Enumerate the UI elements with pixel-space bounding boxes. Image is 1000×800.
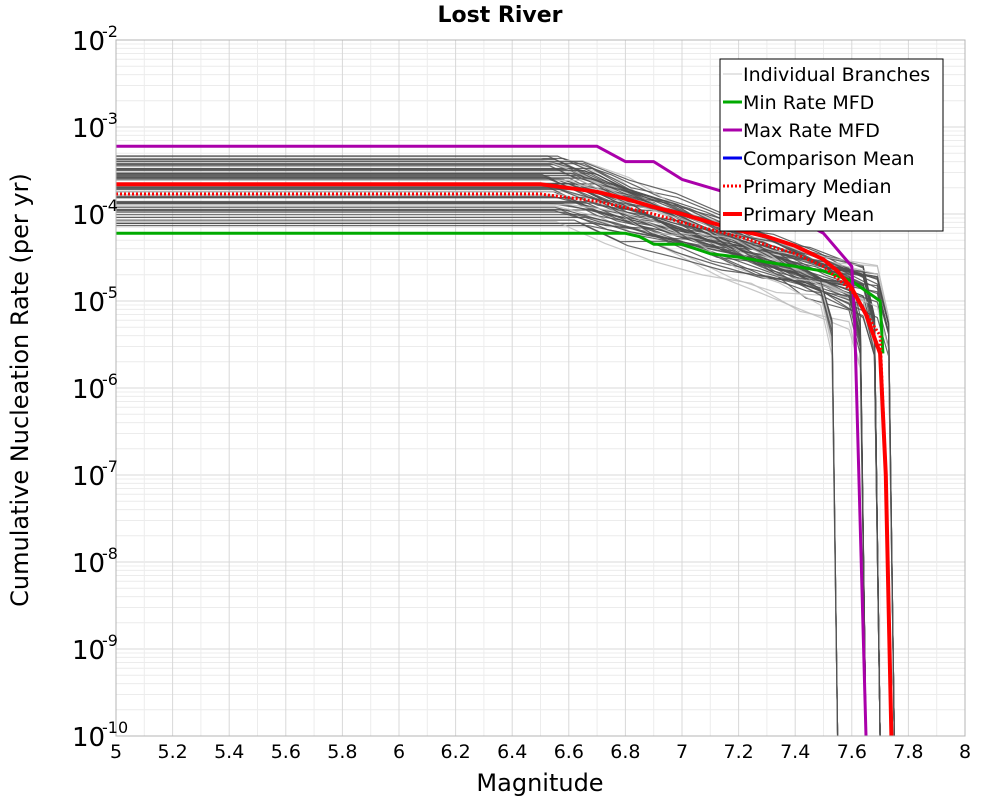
y-tick-label: 10-10	[72, 718, 128, 753]
series-line-min-rate-mfd	[116, 231, 885, 354]
x-tick-label: 6.8	[610, 741, 640, 763]
x-tick-label: 6.6	[554, 741, 584, 763]
y-tick-exponent: -8	[102, 544, 118, 563]
x-tick-label: 6.2	[440, 741, 470, 763]
branch-line	[116, 186, 839, 737]
y-tick-exponent: -9	[102, 631, 118, 650]
legend-label: Min Rate MFD	[743, 92, 874, 114]
y-axis-label: Cumulative Nucleation Rate (per yr)	[6, 173, 34, 607]
y-tick-exponent: -5	[102, 283, 118, 302]
legend-box	[719, 58, 944, 232]
y-tick-exponent: -10	[102, 718, 128, 737]
series-line-primary-median	[116, 192, 893, 737]
legend-label: Primary Median	[743, 176, 892, 198]
x-tick-label: 5.6	[271, 741, 301, 763]
y-tick-base: 10	[72, 114, 105, 144]
y-tick-exponent: -3	[102, 109, 118, 128]
x-tick-label: 7	[676, 741, 688, 763]
y-tick-label: 10-3	[72, 109, 118, 144]
y-tick-exponent: -7	[102, 457, 118, 476]
y-tick-labels: 10-210-310-410-510-610-710-810-910-10	[72, 22, 128, 753]
x-tick-label: 5.4	[214, 741, 244, 763]
y-tick-base: 10	[72, 201, 105, 231]
legend-label: Individual Branches	[743, 64, 930, 86]
x-tick-label: 7.4	[780, 741, 810, 763]
branch-line	[116, 183, 895, 737]
x-tick-label: 5.2	[157, 741, 187, 763]
legend-label: Primary Mean	[743, 204, 874, 226]
y-tick-label: 10-4	[72, 196, 118, 231]
chart-title: Lost River	[438, 3, 563, 28]
y-tick-base: 10	[72, 723, 105, 753]
y-tick-exponent: -6	[102, 370, 118, 389]
legend-label: Max Rate MFD	[743, 120, 880, 142]
x-tick-labels: 5 5.2 5.4 5.6 5.8 6 6.2 6.4 6.6 6.8 7 7.2 7.4 7.6 7.8 8	[110, 741, 971, 763]
x-tick-label: 7.2	[723, 741, 753, 763]
y-tick-label: 10-2	[72, 22, 118, 57]
series-lines	[116, 144, 894, 737]
y-tick-base: 10	[72, 288, 105, 318]
x-tick-label: 7.8	[893, 741, 923, 763]
y-tick-base: 10	[72, 27, 105, 57]
x-tick-label: 5.8	[327, 741, 357, 763]
x-tick-label: 8	[959, 741, 971, 763]
y-tick-label: 10-7	[72, 457, 118, 492]
series-line-primary-mean	[116, 182, 894, 737]
y-tick-exponent: -2	[102, 22, 118, 41]
y-tick-base: 10	[72, 636, 105, 666]
branch-line	[116, 184, 881, 737]
legend: Individual Branches Min Rate MFD Max Rate …	[719, 58, 944, 232]
x-tick-label: 5	[110, 741, 122, 763]
x-axis-label: Magnitude	[476, 769, 603, 797]
x-tick-label: 7.6	[837, 741, 867, 763]
y-tick-base: 10	[72, 549, 105, 579]
plot-frame	[115, 39, 966, 737]
x-tick-label: 6	[393, 741, 405, 763]
legend-label: Comparison Mean	[743, 148, 915, 170]
y-tick-label: 10-6	[72, 370, 118, 405]
y-tick-base: 10	[72, 375, 105, 405]
x-tick-label: 6.4	[497, 741, 527, 763]
y-tick-exponent: -4	[102, 196, 118, 215]
y-tick-base: 10	[72, 462, 105, 492]
y-tick-label: 10-8	[72, 544, 118, 579]
y-tick-label: 10-5	[72, 283, 118, 318]
y-tick-label: 10-9	[72, 631, 118, 666]
